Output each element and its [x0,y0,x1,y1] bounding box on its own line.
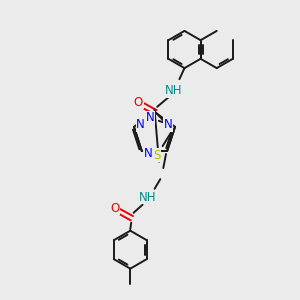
Text: N: N [146,111,154,124]
Text: N: N [144,147,153,160]
Text: O: O [110,202,119,215]
Text: NH: NH [165,84,183,97]
Text: NH: NH [139,191,156,204]
Text: N: N [136,118,145,131]
Text: O: O [134,96,143,109]
Text: S: S [154,148,161,162]
Text: N: N [164,118,173,131]
